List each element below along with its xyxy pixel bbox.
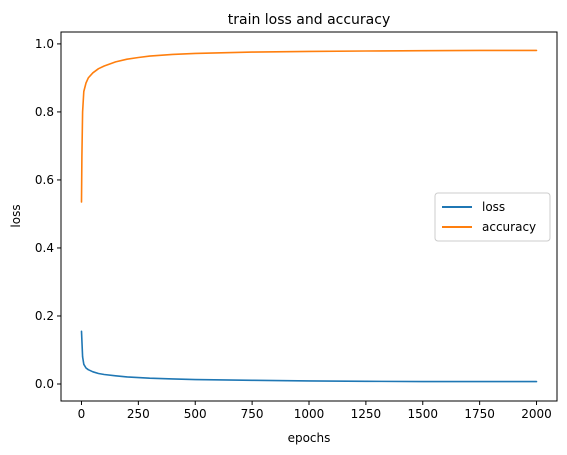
x-axis-label: epochs (288, 431, 331, 445)
x-axis-ticks: 0 250 500 750 1000 1250 1500 1750 2000 (78, 401, 552, 421)
series-layer (80, 49, 538, 383)
series-line-loss (80, 330, 538, 383)
y-tick-label: 1.0 (35, 37, 54, 51)
y-axis-label: loss (9, 204, 23, 227)
legend-box (434, 192, 551, 242)
x-tick-label: 1750 (464, 407, 495, 421)
y-tick-label: 0.8 (35, 105, 54, 119)
x-tick-label: 2000 (521, 407, 552, 421)
x-tick-label: 1000 (294, 407, 325, 421)
y-tick-label: 0.2 (35, 309, 54, 323)
legend-label-loss: loss (482, 200, 505, 214)
y-tick-label: 0.4 (35, 241, 54, 255)
x-tick-label: 750 (241, 407, 264, 421)
series-line-accuracy (80, 49, 538, 203)
chart-title: train loss and accuracy (228, 12, 390, 28)
legend-label-accuracy: accuracy (482, 220, 536, 234)
x-tick-label: 0 (78, 407, 86, 421)
x-tick-label: 1500 (407, 407, 438, 421)
y-axis-ticks: 0.0 0.2 0.4 0.6 0.8 1.0 (35, 37, 61, 391)
x-tick-label: 250 (127, 407, 150, 421)
y-tick-label: 0.6 (35, 173, 54, 187)
y-tick-label: 0.0 (35, 377, 54, 391)
legend: loss accuracy (434, 192, 551, 242)
x-tick-label: 1250 (351, 407, 382, 421)
x-tick-label: 500 (184, 407, 207, 421)
